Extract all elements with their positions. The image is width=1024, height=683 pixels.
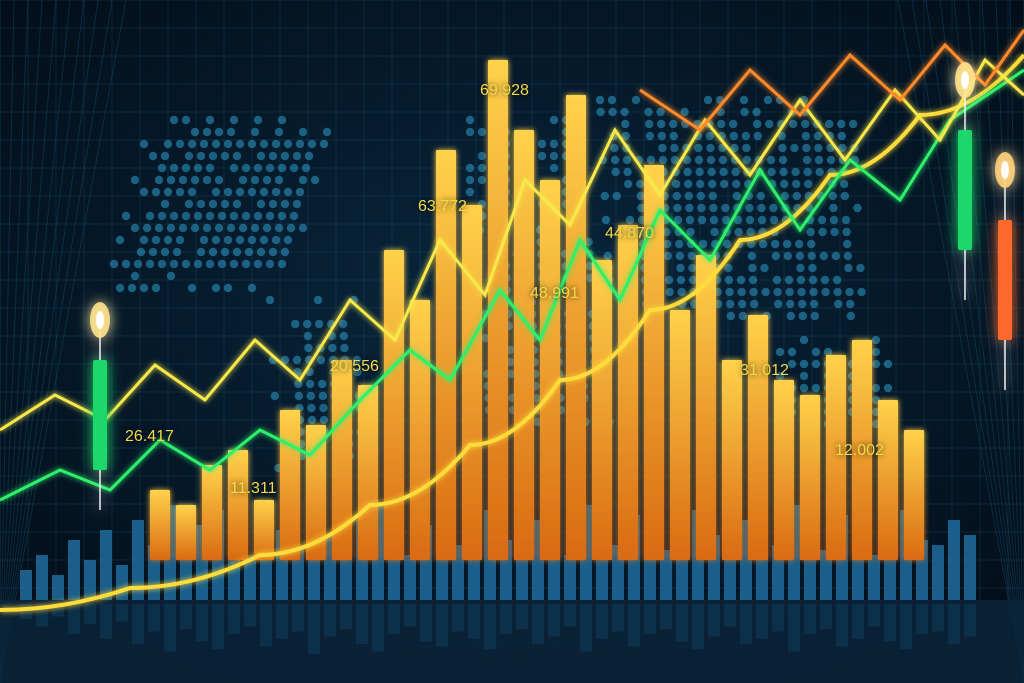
chart-canvas: [0, 0, 1024, 683]
financial-chart-stage: 69.92863.77244.87048.99120.55631.01226.4…: [0, 0, 1024, 683]
